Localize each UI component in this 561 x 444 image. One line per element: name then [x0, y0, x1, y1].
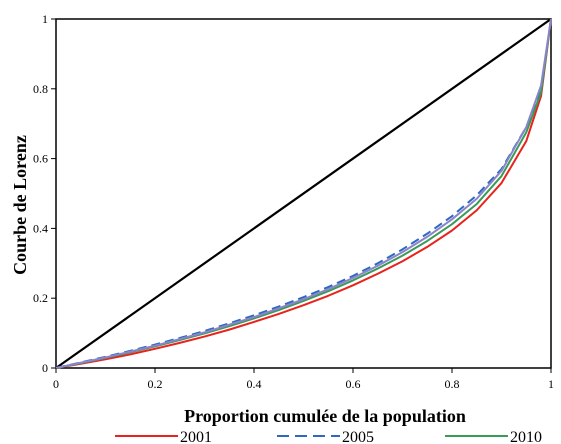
y-tick-label: 0.8 [33, 82, 48, 96]
x-axis-ticks: 0 0.2 0.4 0.6 0.8 1 [53, 368, 554, 391]
series-line-unlabeled-3 [55, 18, 552, 369]
x-tick-label: 0.6 [346, 377, 361, 391]
plot-frame [55, 18, 552, 369]
x-tick-label: 1 [548, 377, 554, 391]
equality-line [55, 18, 552, 369]
y-tick-label: 0.4 [33, 221, 48, 235]
series-line-2001 [55, 18, 552, 369]
x-tick-label: 0.2 [148, 377, 163, 391]
x-tick-label: 0 [53, 377, 59, 391]
legend-label-2001: 2001 [180, 429, 212, 444]
y-axis-ticks: 0 0.2 0.4 0.6 0.8 1 [33, 12, 56, 375]
y-tick-label: 1 [42, 12, 48, 26]
legend-label-2010: 2010 [510, 429, 542, 444]
y-tick-label: 0.2 [33, 291, 48, 305]
plot-area [55, 18, 552, 369]
y-axis-title: Courbe de Lorenz [10, 135, 30, 275]
x-tick-label: 0.8 [445, 377, 460, 391]
legend-label-2005: 2005 [342, 429, 374, 444]
y-tick-label: 0 [42, 361, 48, 375]
x-axis-title: Proportion cumulée de la population [184, 406, 466, 426]
x-tick-label: 0.4 [247, 377, 262, 391]
y-tick-label: 0.6 [33, 152, 48, 166]
legend: 2001 2005 2010 [115, 429, 542, 444]
